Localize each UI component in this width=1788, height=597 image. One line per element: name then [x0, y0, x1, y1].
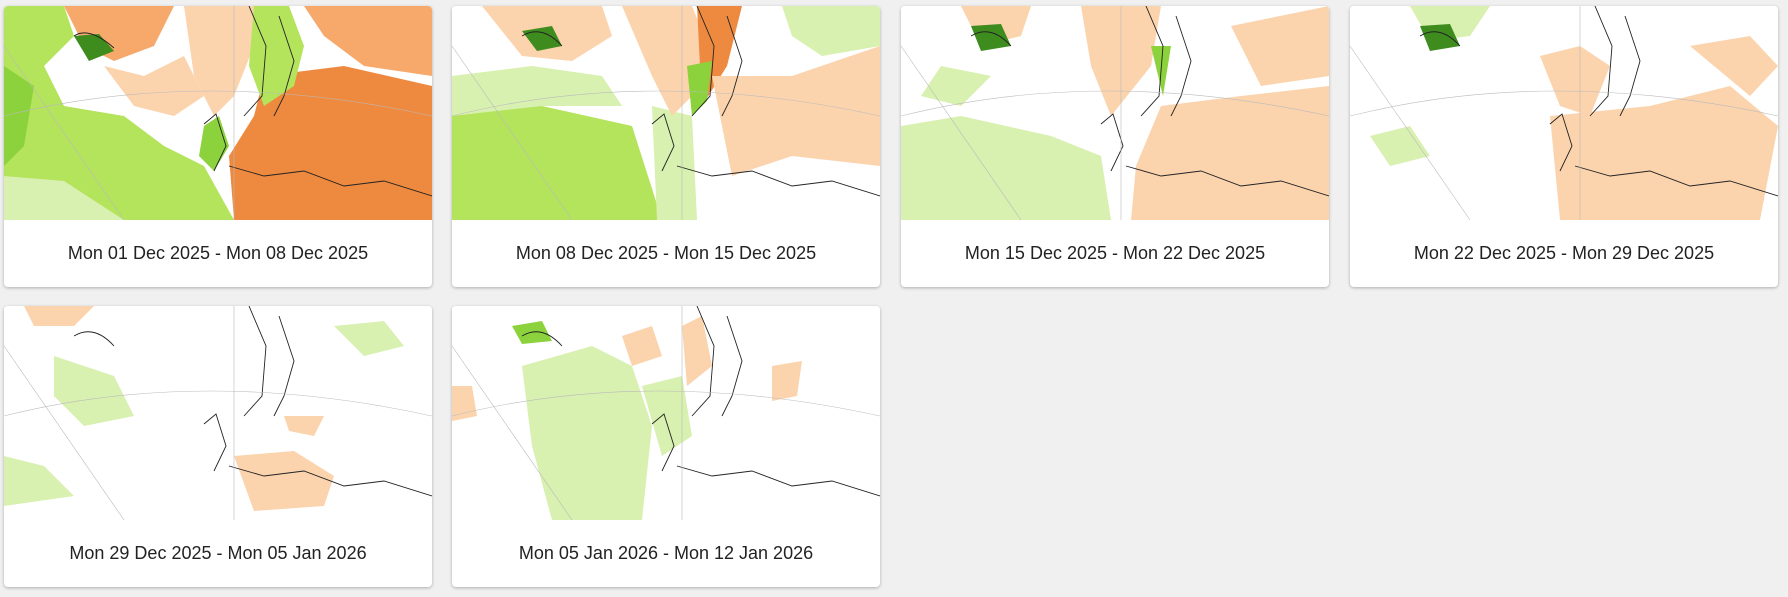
- anomaly-map-image[interactable]: [4, 6, 432, 220]
- date-range-label: Mon 29 Dec 2025 - Mon 05 Jan 2026: [69, 543, 367, 563]
- forecast-card-week-4[interactable]: Mon 22 Dec 2025 - Mon 29 Dec 2025: [1350, 6, 1778, 287]
- forecast-card-week-5[interactable]: Mon 29 Dec 2025 - Mon 05 Jan 2026: [4, 306, 432, 587]
- anomaly-map-image[interactable]: [1350, 6, 1778, 220]
- anomaly-map-image[interactable]: [4, 306, 432, 520]
- forecast-card-week-3[interactable]: Mon 15 Dec 2025 - Mon 22 Dec 2025: [901, 6, 1329, 287]
- date-range-label: Mon 08 Dec 2025 - Mon 15 Dec 2025: [515, 243, 817, 263]
- anomaly-map-image[interactable]: [901, 6, 1329, 220]
- date-range-label: Mon 01 Dec 2025 - Mon 08 Dec 2025: [67, 243, 369, 263]
- forecast-card-week-2[interactable]: Mon 08 Dec 2025 - Mon 15 Dec 2025: [452, 6, 880, 287]
- date-range-label: Mon 05 Jan 2026 - Mon 12 Jan 2026: [518, 543, 814, 563]
- anomaly-map-image[interactable]: [452, 306, 880, 520]
- forecast-card-week-1[interactable]: Mon 01 Dec 2025 - Mon 08 Dec 2025: [4, 6, 432, 287]
- forecast-card-week-6[interactable]: Mon 05 Jan 2026 - Mon 12 Jan 2026: [452, 306, 880, 587]
- anomaly-map-image[interactable]: [452, 6, 880, 220]
- date-range-label: Mon 15 Dec 2025 - Mon 22 Dec 2025: [964, 243, 1266, 263]
- date-range-label: Mon 22 Dec 2025 - Mon 29 Dec 2025: [1413, 243, 1715, 263]
